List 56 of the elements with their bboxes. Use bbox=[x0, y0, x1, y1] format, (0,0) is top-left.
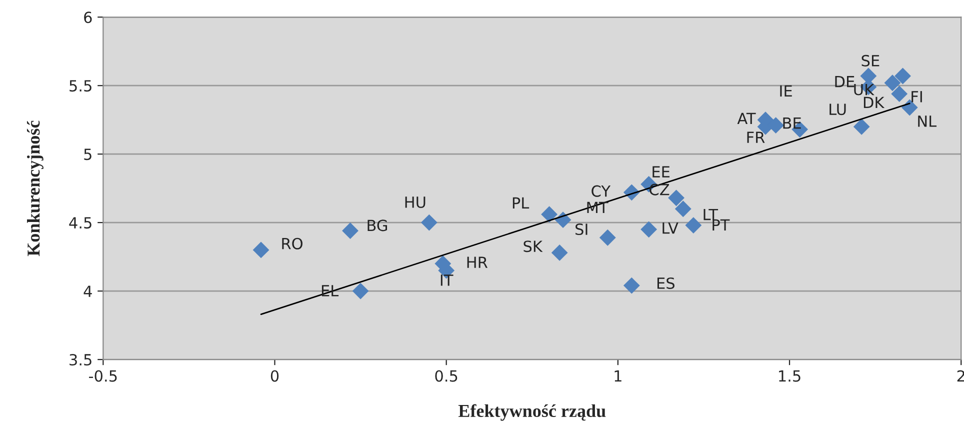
annotation: PT bbox=[712, 219, 730, 231]
point bbox=[853, 118, 870, 135]
point bbox=[685, 217, 702, 234]
x-tick-label: 2 bbox=[957, 370, 964, 382]
annotation: CZ bbox=[650, 184, 670, 196]
y-tick-label: 4 bbox=[84, 286, 92, 297]
annotation: CY bbox=[592, 185, 611, 197]
point bbox=[674, 200, 692, 218]
point bbox=[623, 277, 640, 294]
annotation: SE bbox=[862, 54, 880, 66]
y-tick-label: 5 bbox=[84, 148, 92, 160]
point bbox=[891, 86, 908, 102]
y-axis-title: Konkurencyjność bbox=[26, 120, 44, 256]
annotation: AT bbox=[737, 112, 756, 124]
annotation: RO bbox=[282, 238, 302, 250]
annotation: SK bbox=[524, 240, 543, 252]
x-tick-label: 1.5 bbox=[779, 370, 800, 382]
annotation: LT bbox=[704, 208, 718, 220]
annotation: BG bbox=[368, 220, 388, 232]
annotation: HR bbox=[467, 256, 488, 268]
annotation: FR bbox=[747, 132, 765, 143]
y-tick-label: 4.5 bbox=[69, 217, 92, 229]
y-tick-label: 5.5 bbox=[70, 80, 92, 92]
annotation: NL bbox=[918, 116, 937, 127]
annotation: MT bbox=[587, 202, 608, 214]
point bbox=[252, 242, 270, 258]
x-tick-label: 0.5 bbox=[435, 370, 458, 382]
annotation: LV bbox=[662, 222, 678, 234]
point bbox=[640, 221, 658, 238]
point bbox=[420, 214, 438, 231]
annotation: SI bbox=[576, 224, 588, 236]
point bbox=[541, 206, 558, 223]
annotation: BE bbox=[783, 118, 801, 129]
y-tick-label: 3.5 bbox=[70, 354, 92, 366]
annotation: PL bbox=[512, 197, 530, 209]
point bbox=[668, 190, 684, 206]
y-tick-label: 6 bbox=[84, 12, 92, 24]
annotation: HU bbox=[405, 196, 426, 208]
x-axis-title: Efektywność rządu bbox=[458, 404, 606, 421]
annotation: FI bbox=[912, 91, 922, 102]
point bbox=[599, 229, 616, 246]
annotation: ES bbox=[657, 277, 674, 289]
point bbox=[884, 74, 901, 92]
point bbox=[551, 244, 568, 261]
point bbox=[342, 222, 358, 239]
annotation: EE bbox=[652, 166, 670, 178]
x-tick-label: 0 bbox=[270, 370, 279, 382]
annotation: DE bbox=[835, 76, 854, 88]
point bbox=[894, 68, 911, 84]
annotation: LU bbox=[830, 104, 846, 116]
annotation: IT bbox=[440, 274, 454, 286]
annotation: IE bbox=[780, 85, 792, 97]
annotation: DK bbox=[864, 96, 885, 108]
x-tick-label: 1 bbox=[614, 370, 622, 382]
x-tick-label: -0.5 bbox=[88, 370, 117, 382]
point bbox=[352, 282, 369, 300]
